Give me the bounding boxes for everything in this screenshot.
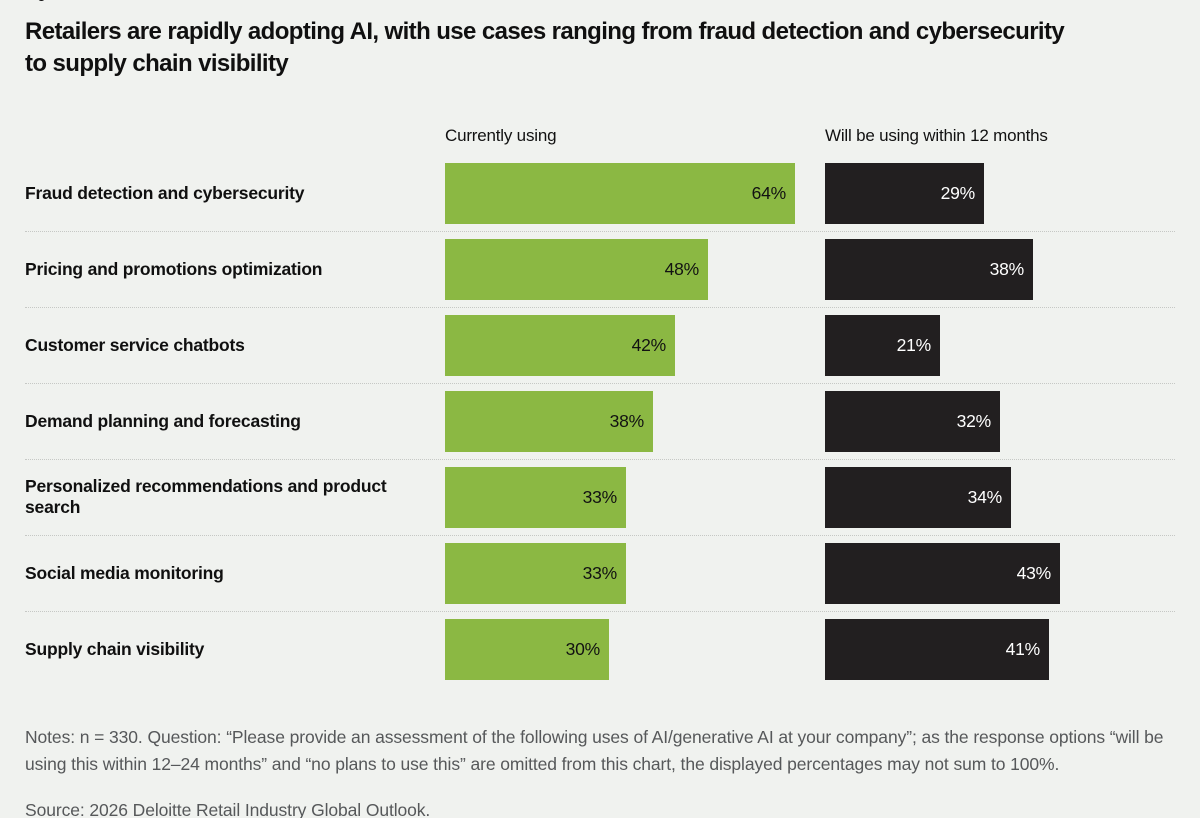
bar-value-label: 38% <box>609 410 645 431</box>
chart-row: Customer service chatbots 42% 21% <box>25 308 1175 384</box>
chart-row: Pricing and promotions optimization 48% 38… <box>25 232 1175 308</box>
bar-cell-will-be-using: 32% <box>825 390 1175 452</box>
cropped-figure-label: Fig <box>25 0 105 5</box>
bar-cell-will-be-using: 38% <box>825 238 1175 300</box>
bar-chart: Currently using Will be using within 12 … <box>25 116 1175 688</box>
bar-cell-currently-using: 48% <box>445 238 825 300</box>
bar-will-be-using: 43% <box>825 542 1060 604</box>
chart-row: Fraud detection and cybersecurity 64% 29% <box>25 156 1175 232</box>
category-label: Fraud detection and cybersecurity <box>25 182 305 203</box>
bar-cell-will-be-using: 34% <box>825 466 1175 528</box>
bar-currently-using: 64% <box>445 162 795 224</box>
category-label: Customer service chatbots <box>25 334 245 355</box>
bar-cell-will-be-using: 21% <box>825 314 1175 376</box>
cropped-figure-label-text: Fig <box>25 0 46 2</box>
bar-value-label: 33% <box>582 562 618 583</box>
category-label: Pricing and promotions optimization <box>25 258 323 279</box>
bar-currently-using: 42% <box>445 314 675 376</box>
bar-will-be-using: 32% <box>825 390 1000 452</box>
bar-value-label: 33% <box>582 486 618 507</box>
category-label: Social media monitoring <box>25 562 224 583</box>
bar-value-label: 30% <box>565 639 601 660</box>
chart-row: Demand planning and forecasting 38% 32% <box>25 384 1175 460</box>
chart-notes: Notes: n = 330. Question: “Please provid… <box>25 726 1164 774</box>
bar-cell-will-be-using: 41% <box>825 619 1175 681</box>
bar-value-label: 34% <box>967 486 1003 507</box>
bar-cell-currently-using: 64% <box>445 162 825 224</box>
chart-row: Personalized recommendations and product… <box>25 460 1175 536</box>
bar-cell-will-be-using: 43% <box>825 542 1175 604</box>
bar-value-label: 29% <box>940 182 976 203</box>
bar-currently-using: 48% <box>445 238 708 300</box>
bar-will-be-using: 29% <box>825 162 984 224</box>
category-label: Supply chain visibility <box>25 639 205 660</box>
series-header-row: Currently using Will be using within 12 … <box>25 116 1175 146</box>
bar-value-label: 32% <box>956 410 992 431</box>
bar-value-label: 43% <box>1016 562 1052 583</box>
bar-cell-currently-using: 33% <box>445 542 825 604</box>
series-header-currently-using: Currently using <box>445 125 557 145</box>
bar-cell-will-be-using: 29% <box>825 162 1175 224</box>
bar-cell-currently-using: 42% <box>445 314 825 376</box>
bar-value-label: 64% <box>751 182 787 203</box>
bar-will-be-using: 21% <box>825 314 940 376</box>
category-label: Demand planning and forecasting <box>25 410 301 431</box>
chart-row: Supply chain visibility 30% 41% <box>25 612 1175 688</box>
bar-will-be-using: 34% <box>825 466 1011 528</box>
bar-value-label: 42% <box>631 334 667 355</box>
bar-value-label: 21% <box>896 334 932 355</box>
bar-currently-using: 30% <box>445 619 609 681</box>
category-label: Personalized recommendations and product… <box>25 476 387 518</box>
bar-will-be-using: 41% <box>825 619 1049 681</box>
bar-will-be-using: 38% <box>825 238 1033 300</box>
chart-rows: Fraud detection and cybersecurity 64% 29% P… <box>25 156 1175 688</box>
chart-source: Source: 2026 Deloitte Retail Industry Gl… <box>25 799 431 818</box>
chart-title: Retailers are rapidly adopting AI, with … <box>25 18 1065 77</box>
bar-value-label: 41% <box>1005 639 1041 660</box>
bar-value-label: 48% <box>664 258 700 279</box>
bar-cell-currently-using: 38% <box>445 390 825 452</box>
bar-cell-currently-using: 30% <box>445 619 825 681</box>
chart-row: Social media monitoring 33% 43% <box>25 536 1175 612</box>
series-header-will-be-using: Will be using within 12 months <box>825 125 1048 145</box>
bar-value-label: 38% <box>989 258 1025 279</box>
bar-currently-using: 33% <box>445 542 626 604</box>
bar-cell-currently-using: 33% <box>445 466 825 528</box>
bar-currently-using: 33% <box>445 466 626 528</box>
bar-currently-using: 38% <box>445 390 653 452</box>
